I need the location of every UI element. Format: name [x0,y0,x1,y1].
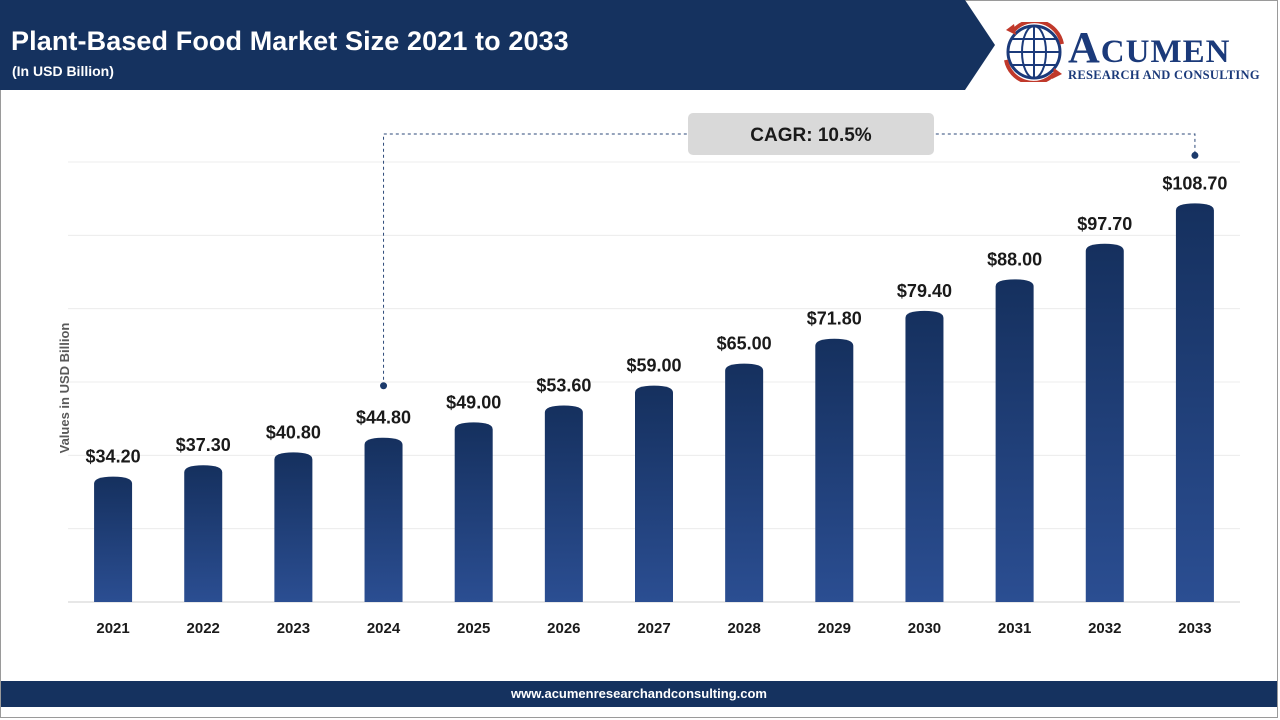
logo-wordmark: ACUMEN [1068,22,1230,73]
bar-2023 [274,452,313,602]
bar-2024 [364,437,403,602]
bar-chart: CAGR: 10.5% $34.20 $37.30 $40.80 $44.80 $49.… [57,113,1240,637]
x-tick-2026: 2026 [547,620,580,637]
x-tick-2023: 2023 [277,620,310,637]
x-tick-2030: 2030 [908,620,941,637]
value-label-2022: $37.30 [176,435,231,455]
bar-2033 [1175,203,1214,602]
cagr-end-dot [1191,151,1199,159]
x-tick-2027: 2027 [637,620,670,637]
x-tick-2029: 2029 [818,620,851,637]
x-tick-labels: 2021 2022 2023 2024 2025 2026 2027 2028 2029 2030… [96,620,1211,637]
page-subtitle: (In USD Billion) [12,63,114,79]
value-label-2023: $40.80 [266,422,321,442]
value-label-2031: $88.00 [987,249,1042,269]
x-tick-2032: 2032 [1088,620,1121,637]
x-tick-2021: 2021 [96,620,129,637]
header-banner-shape [0,0,995,90]
value-label-2033: $108.70 [1162,173,1227,193]
bar-2026 [544,405,583,602]
x-tick-2025: 2025 [457,620,490,637]
value-label-2029: $71.80 [807,309,862,329]
bar-2029 [815,338,854,602]
globe-icon [1004,22,1064,82]
value-label-2030: $79.40 [897,281,952,301]
value-label-2025: $49.00 [446,392,501,412]
bar-2022 [184,465,223,602]
bar-2031 [995,279,1034,602]
cagr-start-dot [380,382,388,390]
x-tick-2024: 2024 [367,620,401,637]
company-logo: ACUMEN RESEARCH AND CONSULTING [1004,20,1266,84]
bar-2028 [725,363,764,602]
value-label-2024: $44.80 [356,408,411,428]
value-label-2027: $59.00 [626,356,681,376]
footer-url: www.acumenresearchandconsulting.com [511,686,767,701]
value-labels: $34.20 $37.30 $40.80 $44.80 $49.00 $53.60 $59.… [86,173,1228,466]
x-tick-2028: 2028 [727,620,760,637]
y-axis-label: Values in USD Billion [57,323,72,454]
value-label-2026: $53.60 [536,375,591,395]
cagr-bracket-line [383,133,1196,386]
logo-initial: A [1068,23,1101,72]
footer-bar: www.acumenresearchandconsulting.com [1,681,1277,707]
bar-2021 [94,476,133,602]
bars [94,203,1214,602]
bar-2032 [1085,243,1124,602]
bar-2025 [454,422,493,602]
logo-tagline: RESEARCH AND CONSULTING [1068,68,1260,82]
value-label-2021: $34.20 [86,447,141,467]
page-title: Plant-Based Food Market Size 2021 to 203… [11,26,569,56]
cagr-label-box [688,113,934,155]
bar-2027 [635,385,673,602]
value-label-2028: $65.00 [717,334,772,354]
x-tick-2022: 2022 [187,620,220,637]
value-label-2032: $97.70 [1077,214,1132,234]
x-tick-2033: 2033 [1178,620,1211,637]
x-tick-2031: 2031 [998,620,1031,637]
logo-name-rest: CUMEN [1100,34,1231,70]
cagr-label: CAGR: 10.5% [750,125,872,146]
header-banner [0,0,995,90]
bar-2030 [905,310,944,602]
cagr-annotation: CAGR: 10.5% [380,113,1199,390]
